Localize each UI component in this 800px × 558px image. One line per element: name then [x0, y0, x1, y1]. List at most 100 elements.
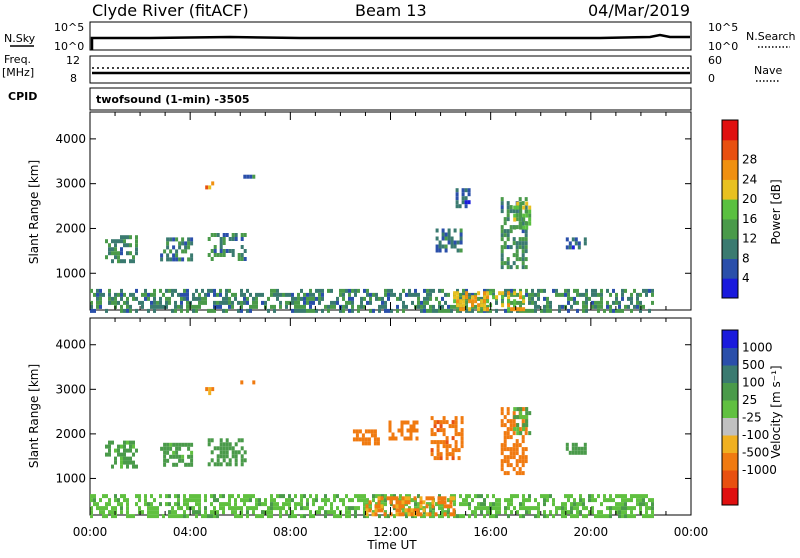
velocity-cell [348, 506, 351, 511]
velocity-cell [621, 506, 624, 511]
power-cell [512, 237, 516, 242]
velocity-cell [413, 496, 417, 501]
velocity-cell [213, 506, 216, 511]
velocity-cell [246, 506, 249, 511]
velocity-ytick-label: 3000 [55, 382, 86, 396]
velocity-cell [210, 510, 213, 515]
velocity-cell [300, 502, 303, 507]
power-cell [114, 251, 117, 256]
power-cell [219, 249, 223, 253]
colorbar-block [722, 452, 738, 471]
velocity-cell [117, 498, 120, 503]
power-ytick-label: 3000 [55, 177, 86, 191]
power-cell [120, 308, 123, 313]
power-cell [459, 299, 463, 304]
power-cell [222, 241, 226, 245]
velocity-cell [183, 498, 186, 503]
velocity-cell [543, 498, 546, 503]
power-cell [500, 237, 504, 242]
nsearch-label: N.Search [746, 30, 796, 43]
velocity-cell [468, 494, 471, 499]
power-cell [270, 292, 273, 297]
power-cell [564, 292, 567, 297]
power-cell [513, 299, 517, 304]
power-cell [500, 229, 504, 234]
nsky-label: N.Sky [4, 32, 36, 45]
velocity-cell [228, 502, 231, 507]
colorbar-tick-label: 100 [742, 376, 765, 390]
power-cell [621, 308, 624, 313]
velocity-cell [135, 494, 138, 499]
colorbar-block [722, 470, 738, 488]
power-cell [621, 292, 624, 297]
power-cell [467, 200, 471, 205]
power-cell [240, 237, 244, 241]
power-cell [521, 221, 525, 226]
velocity-cell [114, 498, 117, 503]
velocity-cell [521, 463, 525, 468]
velocity-cell [120, 460, 123, 465]
power-cell [506, 233, 510, 238]
power-cell [90, 288, 93, 293]
velocity-cell [117, 452, 120, 457]
velocity-cell [355, 437, 359, 442]
velocity-cell [213, 510, 216, 515]
velocity-cell [204, 506, 207, 511]
power-cell [384, 292, 387, 297]
velocity-cell [600, 510, 603, 515]
velocity-cell [534, 506, 537, 511]
power-cell [175, 237, 179, 242]
velocity-cell [474, 510, 477, 515]
velocity-cell [163, 446, 167, 451]
velocity-cell [105, 452, 108, 457]
power-cell [612, 300, 615, 305]
velocity-cell [117, 448, 120, 453]
velocity-cell [231, 494, 234, 499]
power-cell [459, 296, 462, 301]
power-cell [237, 257, 241, 261]
velocity-cell [630, 494, 633, 499]
colorbar-block [722, 487, 738, 506]
velocity-cell [279, 514, 282, 519]
power-cell [181, 241, 185, 246]
velocity-cell [240, 380, 244, 385]
velocity-cell [588, 498, 591, 503]
velocity-cell [178, 458, 182, 463]
power-cell [315, 308, 318, 313]
power-cell [492, 295, 496, 300]
power-cell [384, 288, 387, 293]
power-cell [357, 288, 360, 293]
power-cell [503, 221, 507, 226]
velocity-cell [216, 510, 219, 515]
power-cell [222, 237, 226, 241]
velocity-cell [186, 502, 189, 507]
velocity-cell [183, 510, 186, 515]
velocity-cell [432, 510, 435, 515]
velocity-cell [585, 506, 588, 511]
power-cell [570, 296, 573, 301]
power-cell [288, 292, 291, 297]
power-cell [447, 308, 450, 313]
velocity-cell [388, 428, 392, 433]
power-cell [205, 185, 209, 190]
velocity-cell [102, 510, 105, 515]
power-cell [207, 237, 211, 241]
power-cell [441, 236, 445, 241]
power-cell [180, 304, 183, 309]
velocity-cell [506, 463, 510, 468]
velocity-cell [600, 514, 603, 519]
velocity-cell [452, 508, 456, 513]
velocity-cell [370, 429, 374, 434]
power-cell [213, 308, 216, 313]
power-cell [426, 288, 429, 293]
velocity-cell [448, 424, 452, 429]
power-cell [153, 292, 156, 297]
velocity-cell [444, 510, 447, 515]
power-cell [150, 300, 153, 305]
velocity-cell [175, 454, 179, 459]
velocity-cell [439, 424, 443, 429]
velocity-cell [294, 494, 297, 499]
time-axis-labels: 00:00 04:00 08:00 12:00 16:00 20:00 00:00 [73, 525, 709, 539]
velocity-cell [219, 502, 222, 507]
power-cell [327, 288, 330, 293]
